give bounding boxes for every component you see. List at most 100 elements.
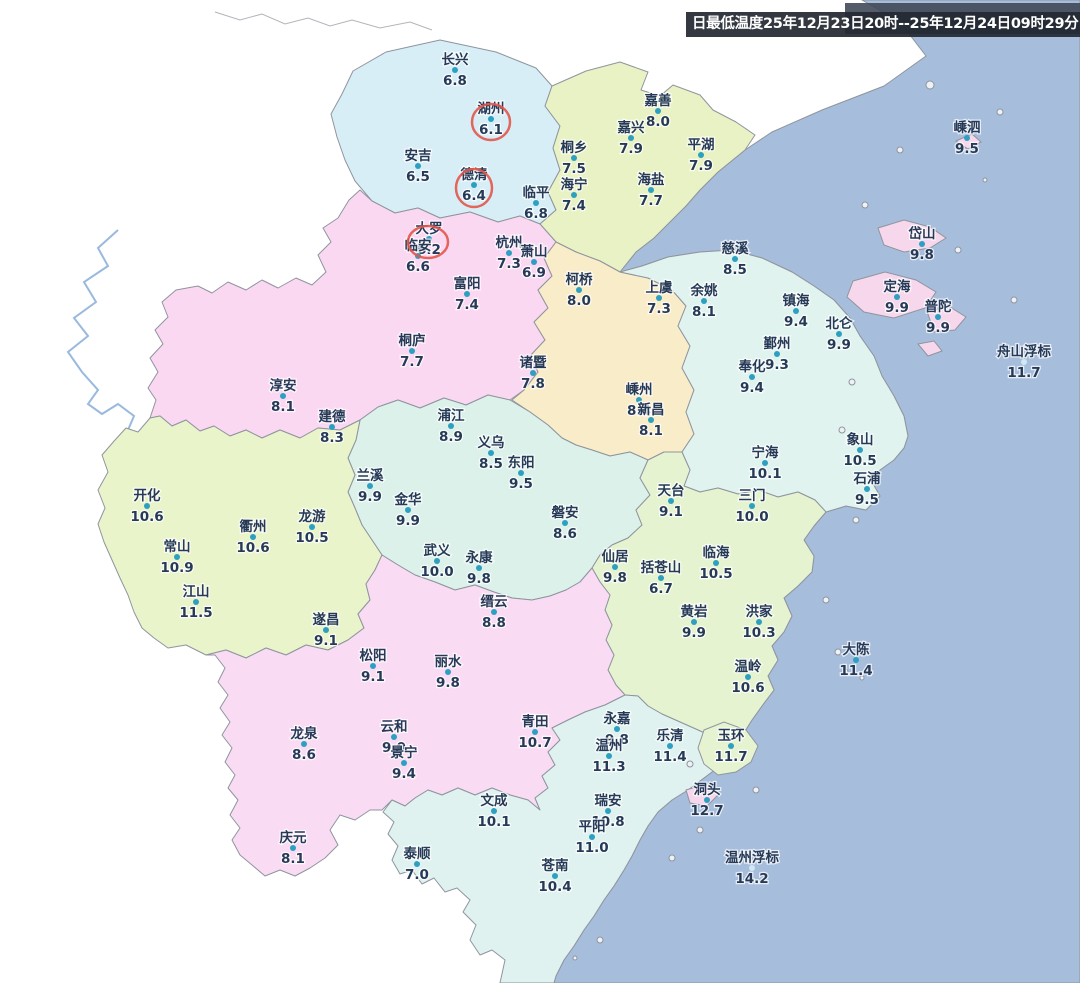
station-label: 常山 — [164, 538, 191, 555]
station-value: 6.7 — [649, 581, 673, 597]
station-value: 7.0 — [405, 867, 429, 883]
station-dot — [606, 753, 612, 759]
station-dot — [367, 483, 373, 489]
station-value: 9.1 — [659, 504, 683, 520]
station-label: 临海 — [703, 544, 731, 561]
station-label: 开化 — [134, 487, 161, 504]
map-station: 诸暨 7.8 — [518, 353, 548, 394]
station-label: 鄞州 — [764, 335, 791, 352]
station-label: 江山 — [183, 583, 210, 600]
small-island — [896, 146, 904, 154]
station-label: 三门 — [739, 487, 766, 504]
station-dot — [762, 460, 768, 466]
highlight-circle — [406, 224, 450, 260]
map-station: 括苍山 6.7 — [640, 558, 683, 599]
buoy-dot — [1021, 359, 1027, 365]
station-value: 10.6 — [130, 509, 163, 525]
station-dot — [309, 524, 315, 530]
station-dot — [471, 182, 477, 188]
map-station: 普陀 9.9 — [923, 297, 953, 338]
station-dot — [370, 663, 376, 669]
station-dot — [434, 558, 440, 564]
station-dot — [445, 669, 451, 675]
station-dot — [732, 256, 738, 262]
station-dot — [964, 135, 970, 141]
station-label: 天台 — [658, 482, 685, 499]
station-value: 9.5 — [509, 476, 533, 492]
station-value: 10.3 — [742, 625, 775, 641]
map-station: 萧山 6.9 — [519, 242, 549, 283]
station-label: 金华 — [394, 491, 422, 508]
station-label: 石浦 — [853, 470, 882, 487]
station-dot — [491, 808, 497, 814]
map-station: 柯桥 8.0 — [564, 270, 594, 311]
map-station: 磐安 8.6 — [550, 503, 580, 544]
station-label: 黄岩 — [681, 603, 709, 620]
station-dot — [518, 470, 524, 476]
putuo-island — [926, 306, 967, 333]
station-label: 余姚 — [690, 282, 719, 299]
station-dot — [628, 135, 634, 141]
small-island — [859, 675, 865, 681]
station-value: 9.9 — [396, 513, 420, 529]
station-label: 松阳 — [360, 647, 387, 664]
small-island — [696, 826, 704, 834]
map-station: 余姚 8.1 — [688, 281, 719, 322]
map-station: 三门 10.0 — [734, 486, 770, 527]
station-dot — [491, 609, 497, 615]
map-station: 遂昌 9.1 — [311, 610, 341, 651]
station-value: 7.8 — [521, 376, 545, 392]
station-label: 舟山浮标 — [997, 343, 1051, 360]
river-line — [66, 229, 136, 431]
station-value: 8.0 — [567, 293, 591, 309]
map-station: 东阳 9.5 — [506, 453, 536, 494]
station-value: 11.4 — [653, 749, 686, 765]
map-station: 苍南 10.4 — [537, 856, 573, 897]
map-station: 常山 10.9 — [159, 537, 195, 578]
station-label: 武义 — [424, 542, 451, 559]
highlight-circle — [470, 102, 512, 142]
station-value: 9.9 — [885, 300, 909, 316]
station-value: 10.6 — [731, 680, 764, 696]
station-value: 9.9 — [358, 489, 382, 505]
station-dot — [562, 520, 568, 526]
station-dot — [405, 507, 411, 513]
station-value: 8.8 — [482, 615, 506, 631]
station-value: 9.9 — [926, 320, 950, 336]
station-value: 8.1 — [281, 851, 305, 867]
station-value: 7.7 — [400, 354, 424, 370]
station-label: 瑞安 — [595, 792, 622, 809]
map-station: 临海 10.5 — [698, 543, 734, 584]
station-label: 桐乡 — [561, 139, 588, 156]
station-label: 平阳 — [579, 819, 606, 835]
station-dot — [658, 575, 664, 581]
station-dot — [464, 291, 470, 297]
station-value: 6.4 — [462, 188, 486, 204]
station-dot — [919, 241, 925, 247]
daishan-island — [877, 219, 947, 253]
map-station: 江山 11.5 — [178, 582, 214, 623]
map-station: 武义 10.0 — [419, 541, 455, 582]
station-value: 9.3 — [765, 357, 789, 373]
small-island — [834, 648, 842, 656]
station-value: 9.8 — [467, 571, 491, 587]
station-value: 8.1 — [639, 423, 663, 439]
station-label: 定海 — [884, 278, 912, 295]
station-label: 安吉 — [405, 147, 432, 164]
map-station: 洞头 12.7 — [689, 780, 725, 821]
map-station: 大陈 11.4 — [838, 640, 874, 681]
station-value: 10.9 — [160, 560, 193, 576]
station-label: 苍南 — [541, 857, 569, 874]
station-label: 嵊州 — [626, 381, 653, 398]
station-dot — [144, 503, 150, 509]
small-island — [954, 246, 962, 254]
station-value: 8.9 — [439, 429, 463, 445]
station-label: 长兴 — [442, 51, 469, 68]
map-station: 岱山 9.8 — [906, 224, 937, 265]
map-station: 云和 9.0 — [379, 718, 409, 758]
station-dot — [698, 152, 704, 158]
station-dot — [667, 743, 673, 749]
station-value: 7.9 — [689, 158, 713, 174]
station-value: 7.9 — [619, 141, 643, 157]
station-label: 柯桥 — [566, 271, 594, 288]
